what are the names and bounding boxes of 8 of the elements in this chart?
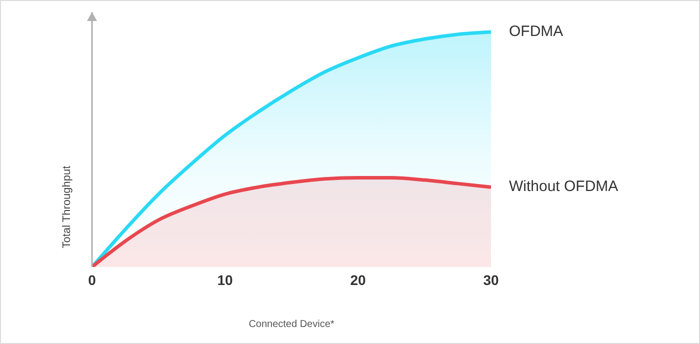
x-tick-label: 10 — [217, 272, 233, 288]
x-tick-label: 20 — [350, 272, 366, 288]
series-label: Without OFDMA — [509, 178, 618, 196]
x-tick-label: 30 — [483, 272, 499, 288]
x-axis-title: Connected Device* — [248, 319, 334, 330]
x-tick-label: 0 — [88, 272, 96, 288]
y-axis-title: Total Throughput — [61, 166, 73, 248]
series-label: OFDMA — [509, 22, 564, 40]
